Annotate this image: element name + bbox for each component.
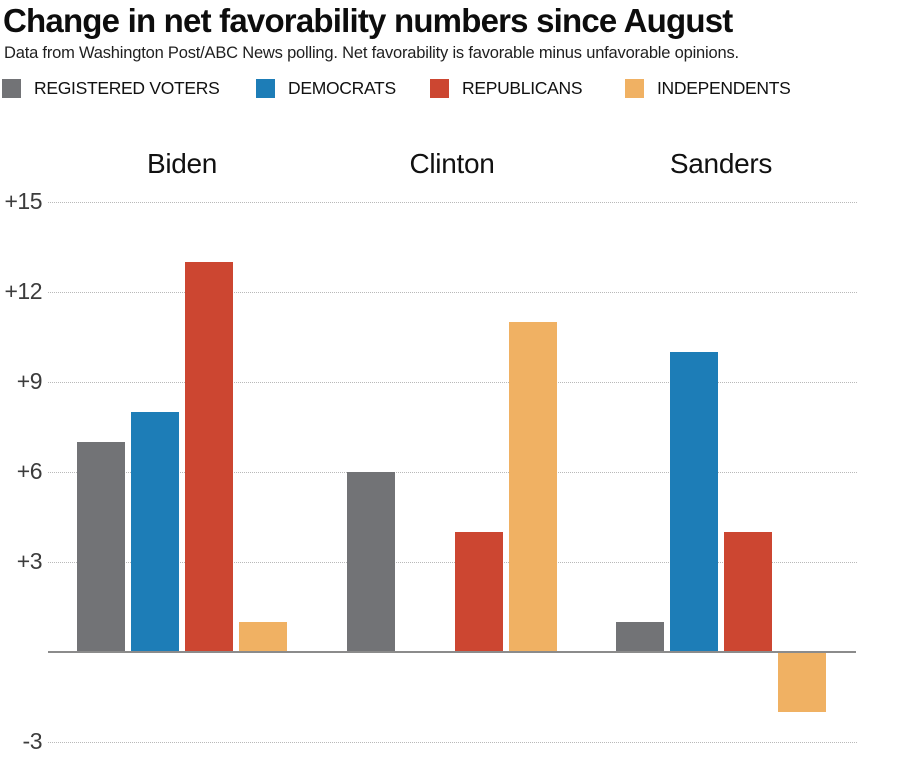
legend-label: DEMOCRATS bbox=[288, 78, 396, 98]
y-tick-label: +12 bbox=[4, 278, 42, 304]
y-tick-label: +6 bbox=[16, 458, 43, 484]
y-tick-label: -3 bbox=[22, 728, 43, 754]
gridline bbox=[48, 562, 857, 563]
legend-item: INDEPENDENTS bbox=[625, 78, 791, 99]
legend-swatch-icon bbox=[256, 79, 275, 98]
bar-sanders-republicans bbox=[724, 532, 772, 652]
bar-clinton-independents bbox=[509, 322, 557, 652]
gridline bbox=[48, 292, 857, 293]
group-label: Clinton bbox=[409, 148, 495, 179]
bar-clinton-registered-voters bbox=[347, 472, 395, 652]
bar-biden-independents bbox=[239, 622, 287, 652]
y-tick-label: +9 bbox=[16, 368, 43, 394]
legend-swatch-icon bbox=[625, 79, 644, 98]
y-tick-label: +15 bbox=[4, 188, 42, 214]
gridline bbox=[48, 472, 857, 473]
x-axis-baseline bbox=[48, 651, 856, 653]
bar-sanders-democrats bbox=[670, 352, 718, 652]
legend-label: INDEPENDENTS bbox=[657, 78, 791, 98]
gridline bbox=[48, 202, 857, 203]
gridline bbox=[48, 382, 857, 383]
legend-swatch-icon bbox=[2, 79, 21, 98]
legend-item: DEMOCRATS bbox=[256, 78, 396, 99]
bar-clinton-republicans bbox=[455, 532, 503, 652]
y-tick-label: +3 bbox=[16, 548, 43, 574]
legend-label: REGISTERED VOTERS bbox=[34, 78, 220, 98]
bar-sanders-registered-voters bbox=[616, 622, 664, 652]
gridline bbox=[48, 742, 857, 743]
bar-biden-republicans bbox=[185, 262, 233, 652]
page-subtitle: Data from Washington Post/ABC News polli… bbox=[4, 44, 739, 62]
bar-sanders-independents bbox=[778, 652, 826, 712]
legend-label: REPUBLICANS bbox=[462, 78, 583, 98]
legend-item: REGISTERED VOTERS bbox=[2, 78, 220, 99]
page-title: Change in net favorability numbers since… bbox=[3, 2, 733, 39]
group-label: Sanders bbox=[669, 148, 773, 179]
bar-biden-registered-voters bbox=[77, 442, 125, 652]
chart-canvas: +15 +12 +9 +6 +3 -3 Biden Clinton Sanders bbox=[0, 140, 900, 760]
bar-biden-democrats bbox=[131, 412, 179, 652]
legend-item: REPUBLICANS bbox=[430, 78, 583, 99]
legend-swatch-icon bbox=[430, 79, 449, 98]
group-label: Biden bbox=[146, 148, 218, 179]
